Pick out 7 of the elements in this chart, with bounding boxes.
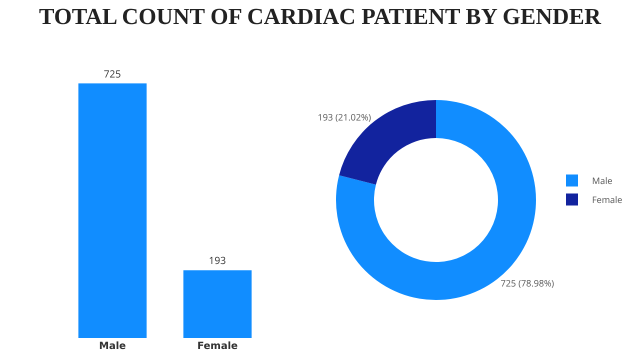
text: TOTAL COUNT OF CARDIAC PATIENT BY GENDER (38, 4, 602, 30)
data-label: 193 (208, 253, 226, 268)
legend-label: Male (592, 174, 612, 188)
data-label: 193 (21.02%) (318, 110, 372, 124)
legend-label: Female (592, 193, 622, 206)
data-label: 725 (104, 66, 122, 80)
data-label: 725 (78.98%) (500, 276, 554, 290)
